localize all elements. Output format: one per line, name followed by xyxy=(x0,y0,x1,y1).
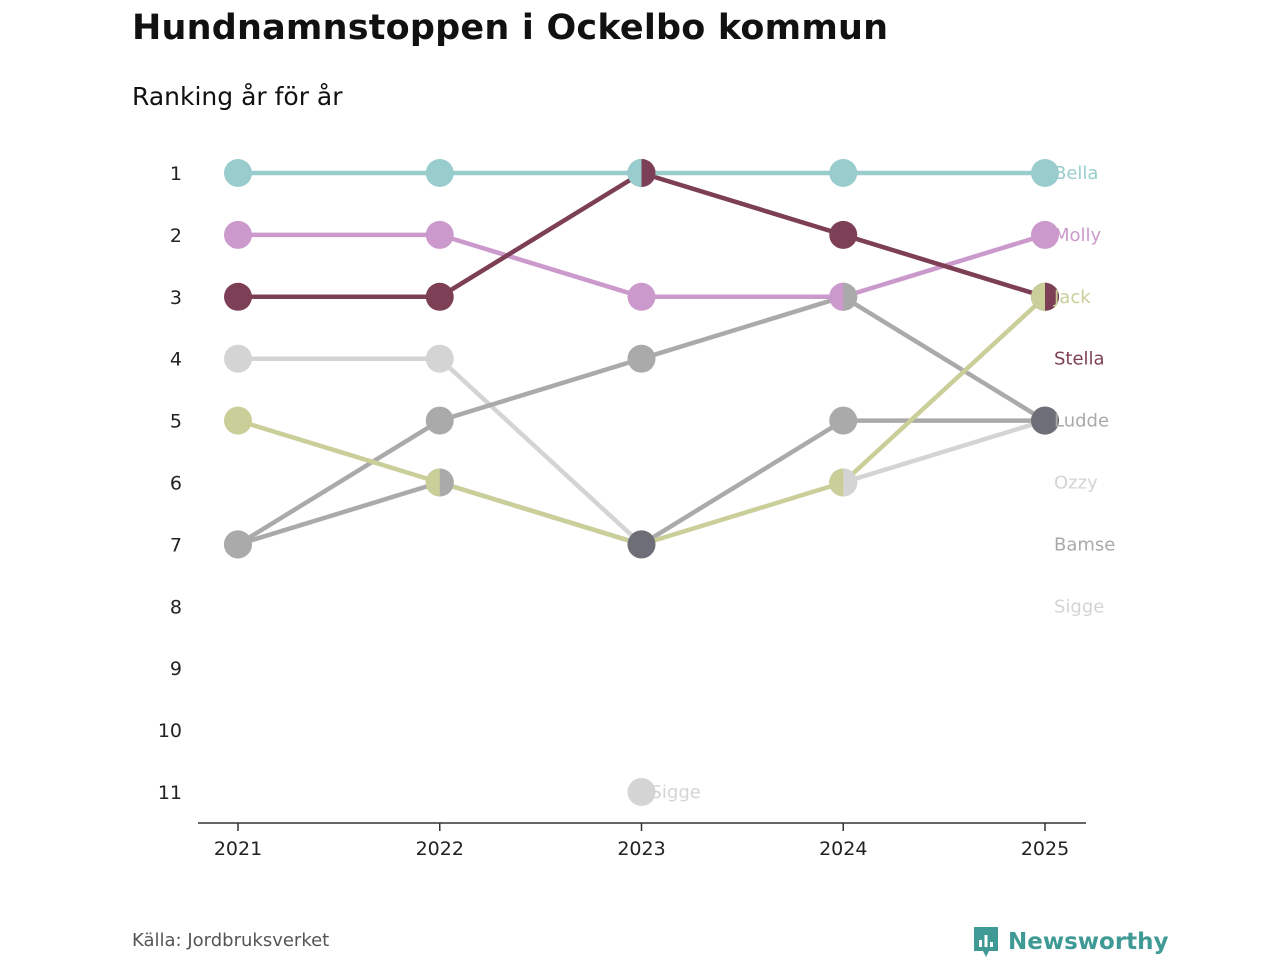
brand-logo[interactable]: Newsworthy xyxy=(972,924,1169,960)
overlap-marker[interactable] xyxy=(829,282,858,311)
point-bella[interactable] xyxy=(1031,159,1059,187)
series-line-bamse xyxy=(235,418,442,547)
point-jack[interactable] xyxy=(224,406,252,435)
series-line-jack xyxy=(639,480,846,547)
point-sigge[interactable] xyxy=(425,344,454,373)
overlap-marker[interactable] xyxy=(1031,282,1059,311)
overlap-marker-right-half xyxy=(843,282,858,311)
overlap-marker-right-half xyxy=(1045,406,1059,435)
point-molly[interactable] xyxy=(425,220,454,249)
overlap-marker-left-half xyxy=(1031,406,1045,435)
newsworthy-logo-icon xyxy=(974,927,998,957)
end-label-molly: Molly xyxy=(1054,225,1102,246)
end-label-ozzy: Ozzy xyxy=(1054,473,1098,494)
x-tick-label: 2024 xyxy=(819,838,867,860)
point-bamse[interactable] xyxy=(425,406,454,435)
series-line-bamse xyxy=(437,356,644,423)
series-lines xyxy=(235,170,1048,547)
y-tick-label: 2 xyxy=(170,225,182,247)
end-label-stella: Stella xyxy=(1054,349,1105,370)
chart-title: Hundnamnstoppen i Ockelbo kommun xyxy=(132,8,889,48)
series-markers xyxy=(224,159,1059,806)
end-label-jack: Jack xyxy=(1053,287,1091,308)
point-label-sigge: Sigge xyxy=(651,782,701,803)
point-molly[interactable] xyxy=(224,220,252,249)
y-tick-label: 9 xyxy=(170,658,182,680)
series-line-ozzy xyxy=(841,418,1048,485)
point-stella[interactable] xyxy=(425,282,454,311)
y-tick-label: 1 xyxy=(170,163,182,185)
y-tick-label: 3 xyxy=(170,287,182,309)
overlap-marker[interactable] xyxy=(1031,406,1059,435)
series-line-molly xyxy=(437,232,644,300)
overlap-marker-right-half xyxy=(843,468,858,497)
end-label-sigge: Sigge xyxy=(1054,596,1104,617)
brand-name: Newsworthy xyxy=(1008,929,1169,955)
point-ludde[interactable] xyxy=(829,406,858,435)
overlap-marker[interactable] xyxy=(829,468,858,497)
overlap-marker-right-half xyxy=(1045,282,1059,311)
series-line-stella xyxy=(639,170,846,238)
end-label-bella: Bella xyxy=(1054,163,1098,184)
end-label-bamse: Bamse xyxy=(1054,534,1115,555)
point-sigge[interactable] xyxy=(627,778,656,806)
y-tick-label: 8 xyxy=(170,596,182,618)
end-label-ludde: Ludde xyxy=(1054,411,1109,432)
chart-subtitle: Ranking år för år xyxy=(132,82,343,111)
point-bella[interactable] xyxy=(425,159,454,187)
x-tick-label: 2025 xyxy=(1021,838,1069,860)
series-line-ludde xyxy=(639,418,846,547)
series-line-stella xyxy=(437,170,644,300)
point-ludde[interactable] xyxy=(224,530,252,559)
series-line-jack xyxy=(437,480,644,547)
overlap-marker[interactable] xyxy=(425,468,454,497)
series-line-jack xyxy=(841,294,1048,485)
y-tick-label: 6 xyxy=(170,473,182,495)
x-ticks: 2021 2022 2023 2024 2025 xyxy=(214,823,1069,860)
end-labels: Bella Molly Jack Stella Ludde Ozzy Bamse Sigge S… xyxy=(651,163,1116,803)
x-tick-label: 2021 xyxy=(214,838,262,860)
source-note: Källa: Jordbruksverket xyxy=(132,930,330,951)
point-stella[interactable] xyxy=(829,220,858,249)
overlap-marker-right-half xyxy=(439,468,454,497)
x-tick-label: 2022 xyxy=(416,838,464,860)
point-molly[interactable] xyxy=(627,282,656,311)
overlap-marker-left-half xyxy=(829,282,844,311)
overlap-marker-left-half xyxy=(627,530,642,559)
overlap-marker-right-half xyxy=(641,159,656,187)
overlap-marker-left-half xyxy=(829,468,844,497)
y-tick-label: 4 xyxy=(170,349,182,371)
series-line-stella xyxy=(841,232,1048,300)
point-sigge[interactable] xyxy=(224,344,252,373)
point-bella[interactable] xyxy=(829,159,858,187)
y-tick-label: 10 xyxy=(158,720,182,742)
point-stella[interactable] xyxy=(224,282,252,311)
overlap-marker-left-half xyxy=(1031,282,1045,311)
point-molly[interactable] xyxy=(1031,220,1059,249)
overlap-marker-right-half xyxy=(641,530,656,559)
series-line-bamse xyxy=(841,294,1048,423)
overlap-marker[interactable] xyxy=(627,159,656,187)
point-bella[interactable] xyxy=(224,159,252,187)
series-line-ludde xyxy=(235,480,442,547)
y-tick-label: 7 xyxy=(170,534,182,556)
x-tick-label: 2023 xyxy=(617,838,665,860)
overlap-marker-left-half xyxy=(425,468,440,497)
y-tick-label: 5 xyxy=(170,411,182,433)
series-line-jack xyxy=(235,418,442,485)
series-line-bamse xyxy=(639,294,846,361)
series-line-sigge xyxy=(437,356,644,547)
overlap-marker-left-half xyxy=(627,159,642,187)
y-tick-label: 11 xyxy=(158,782,182,804)
overlap-marker[interactable] xyxy=(627,530,656,559)
point-bamse[interactable] xyxy=(627,344,656,373)
y-ticks: 1 2 3 4 5 6 7 8 9 10 11 xyxy=(158,163,182,804)
